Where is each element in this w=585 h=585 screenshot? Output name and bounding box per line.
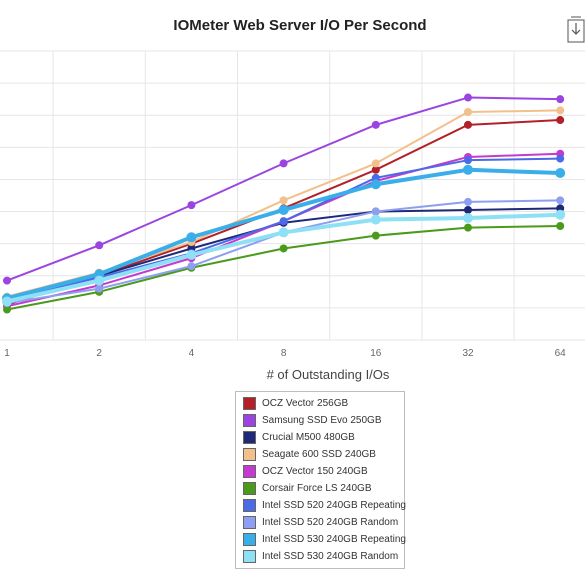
legend-swatch xyxy=(243,516,256,529)
series-8 xyxy=(2,164,566,304)
legend-item[interactable]: Samsung SSD Evo 250GB xyxy=(243,412,404,429)
data-point[interactable] xyxy=(2,296,12,307)
data-point[interactable] xyxy=(279,196,288,205)
data-point[interactable] xyxy=(279,159,288,168)
data-point[interactable] xyxy=(556,196,565,205)
data-point[interactable] xyxy=(371,207,380,216)
data-point[interactable] xyxy=(555,209,566,220)
data-point[interactable] xyxy=(464,108,472,117)
x-tick-label: 64 xyxy=(555,348,567,359)
legend-label: Samsung SSD Evo 250GB xyxy=(262,415,382,426)
legend-swatch xyxy=(243,414,256,427)
data-point[interactable] xyxy=(556,222,565,231)
legend-item[interactable]: Crucial M500 480GB xyxy=(243,429,404,446)
data-point[interactable] xyxy=(463,164,473,175)
data-point[interactable] xyxy=(464,156,472,165)
data-point[interactable] xyxy=(186,249,197,260)
legend-swatch xyxy=(243,431,256,444)
data-point[interactable] xyxy=(370,214,381,225)
legend-label: Seagate 600 SSD 240GB xyxy=(262,449,376,460)
data-point[interactable] xyxy=(94,275,105,286)
data-point[interactable] xyxy=(186,232,197,243)
legend-item[interactable]: OCZ Vector 150 240GB xyxy=(243,463,404,480)
data-point[interactable] xyxy=(279,244,288,253)
data-point[interactable] xyxy=(371,159,380,168)
data-point[interactable] xyxy=(371,165,380,174)
data-point[interactable] xyxy=(279,217,288,226)
data-point[interactable] xyxy=(3,305,11,314)
data-point[interactable] xyxy=(370,179,381,190)
legend-swatch xyxy=(243,482,256,495)
legend-item[interactable]: Seagate 600 SSD 240GB xyxy=(243,446,404,463)
series-9 xyxy=(2,209,566,307)
x-tick-label: 2 xyxy=(96,348,102,359)
data-point[interactable] xyxy=(556,154,565,163)
legend-swatch xyxy=(243,397,256,410)
data-point[interactable] xyxy=(95,241,104,250)
chart-title: IOMeter Web Server I/O Per Second xyxy=(173,17,427,34)
legend-swatch xyxy=(243,465,256,478)
data-point[interactable] xyxy=(95,284,104,293)
data-point[interactable] xyxy=(371,120,380,129)
x-tick-label: 1 xyxy=(4,348,10,359)
legend-label: Intel SSD 520 240GB Random xyxy=(262,517,399,528)
x-tick-label: 16 xyxy=(370,348,382,359)
data-point[interactable] xyxy=(463,212,473,223)
legend-swatch xyxy=(243,550,256,563)
grid xyxy=(0,50,585,341)
legend-swatch xyxy=(243,533,256,546)
legend-item[interactable]: Corsair Force LS 240GB xyxy=(243,480,404,497)
data-point[interactable] xyxy=(556,106,565,115)
series-lines xyxy=(2,93,566,314)
legend-item[interactable]: Intel SSD 520 240GB Random xyxy=(243,514,404,531)
series-3 xyxy=(3,106,565,301)
legend-label: Intel SSD 530 240GB Random xyxy=(262,551,399,562)
x-tick-labels: 1 2 4 8 16 32 64 xyxy=(4,348,566,359)
data-point[interactable] xyxy=(556,116,565,125)
legend-label: OCZ Vector 256GB xyxy=(262,398,349,409)
legend-swatch xyxy=(243,499,256,512)
legend-item[interactable]: Intel SSD 520 240GB Repeating xyxy=(243,497,406,514)
data-point[interactable] xyxy=(278,204,289,215)
x-tick-label: 32 xyxy=(462,348,474,359)
legend-label: Intel SSD 520 240GB Repeating xyxy=(262,500,406,511)
data-point[interactable] xyxy=(464,197,472,206)
data-point[interactable] xyxy=(464,120,472,129)
legend: OCZ Vector 256GB Samsung SSD Evo 250GB Cru… xyxy=(235,391,406,569)
data-point[interactable] xyxy=(556,95,565,104)
export-icon[interactable] xyxy=(567,14,585,44)
legend-label: OCZ Vector 150 240GB xyxy=(262,466,368,477)
data-point[interactable] xyxy=(187,201,196,210)
data-point[interactable] xyxy=(464,205,472,214)
legend-label: Corsair Force LS 240GB xyxy=(262,483,372,494)
series-1 xyxy=(3,93,565,285)
data-point[interactable] xyxy=(464,93,472,102)
data-point[interactable] xyxy=(371,231,380,240)
x-tick-label: 8 xyxy=(281,348,287,359)
data-point[interactable] xyxy=(187,262,196,271)
x-axis-label: # of Outstanding I/Os xyxy=(267,367,390,382)
legend-label: Crucial M500 480GB xyxy=(262,432,355,443)
series-line xyxy=(6,225,561,311)
legend-item[interactable]: Intel SSD 530 240GB Repeating xyxy=(243,531,406,548)
data-point[interactable] xyxy=(3,276,11,285)
data-point[interactable] xyxy=(278,227,289,238)
legend-item[interactable]: Intel SSD 530 240GB Random xyxy=(243,548,404,565)
data-point[interactable] xyxy=(555,168,566,179)
legend-item[interactable]: OCZ Vector 256GB xyxy=(243,395,404,412)
data-point[interactable] xyxy=(464,223,472,232)
legend-label: Intel SSD 530 240GB Repeating xyxy=(262,534,406,545)
legend-swatch xyxy=(243,448,256,461)
x-tick-label: 4 xyxy=(189,348,195,359)
